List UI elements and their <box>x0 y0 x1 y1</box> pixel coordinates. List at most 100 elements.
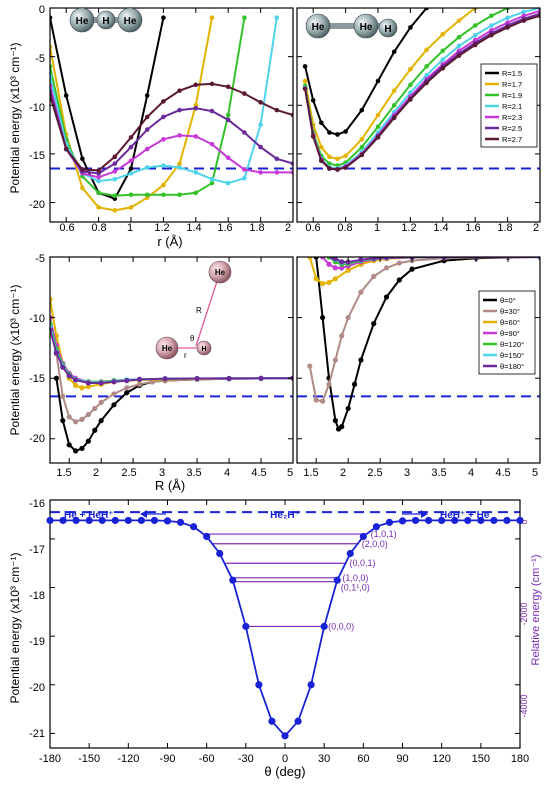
data-point <box>161 114 166 120</box>
panel-a-ytick: -15 <box>29 150 45 162</box>
data-point <box>193 82 199 88</box>
atom-label: He <box>76 16 89 27</box>
panel-e-xtick: -30 <box>238 753 254 765</box>
panel-e-xtick: 180 <box>511 753 529 765</box>
data-point <box>85 516 93 525</box>
data-point <box>98 380 104 386</box>
data-point <box>216 549 224 558</box>
panel-b-xtick: 1.8 <box>497 222 512 234</box>
panel-a-xtick: 1.8 <box>249 222 264 234</box>
data-point <box>111 379 117 385</box>
panel-a-xticks: 0.6 0.8 1 1.2 1.4 1.6 1.8 2 <box>59 222 291 234</box>
data-point <box>319 257 326 260</box>
data-point <box>302 86 308 92</box>
panel-a-xlabel: r (Å) <box>157 234 182 249</box>
panel-b-xtick: 1 <box>374 222 380 234</box>
atom-label: He <box>124 16 137 27</box>
panel-d-xtick: 1.5 <box>303 467 318 479</box>
data-point <box>358 289 364 295</box>
data-point <box>345 314 351 321</box>
data-point <box>358 257 364 263</box>
legend-label: θ=30° <box>500 307 520 316</box>
data-point <box>310 98 316 103</box>
right-arrow-icon <box>402 510 428 518</box>
he-he-h-angle-diagram-icon: He R θ He r H <box>155 260 232 360</box>
data-point <box>371 321 377 327</box>
data-point <box>176 518 185 526</box>
panel-a-xtick: 1.4 <box>186 222 201 234</box>
data-point <box>193 134 199 139</box>
panel-a-yticks: 0 -5 -10 -15 -20 <box>29 4 45 211</box>
legend-label: R=2.5 <box>502 124 522 133</box>
plot-frame <box>49 256 294 464</box>
data-point <box>258 144 263 150</box>
left-arrow-icon <box>140 510 166 518</box>
data-point <box>335 156 340 162</box>
data-point <box>177 107 182 113</box>
data-point <box>371 273 377 279</box>
panel-c-ytick: -15 <box>29 373 45 385</box>
data-point <box>359 152 365 158</box>
legend-label: θ=60° <box>500 318 520 327</box>
data-point <box>79 445 85 452</box>
data-point <box>96 174 101 180</box>
panel-c-ytick: -10 <box>29 313 45 325</box>
data-point <box>319 120 324 126</box>
data-point <box>294 717 302 725</box>
data-point <box>144 93 150 98</box>
data-point <box>150 516 159 525</box>
panel-e-ytick: -21 <box>29 728 45 740</box>
left-asymptote-label: He + HeH⁺ <box>64 510 113 521</box>
panel-e-xtick: -90 <box>160 753 176 765</box>
data-point <box>128 166 134 171</box>
panel-e-ylabel: Potential energy (x10³ cm⁻¹) <box>8 552 22 703</box>
data-point <box>319 144 324 150</box>
data-point <box>163 517 172 525</box>
data-point <box>521 9 527 15</box>
data-point <box>136 381 143 387</box>
data-point <box>359 137 365 142</box>
atom-label: He <box>215 268 226 277</box>
legend-label: θ=150° <box>500 351 524 360</box>
data-point <box>408 90 413 95</box>
data-point <box>477 516 485 525</box>
data-point <box>209 176 215 182</box>
data-point <box>396 277 402 283</box>
data-point <box>124 390 130 396</box>
panel-b-xticks: 0.6 0.8 1 1.2 1.4 1.6 1.8 2 <box>305 222 539 234</box>
data-point <box>307 363 313 369</box>
data-point <box>332 257 338 262</box>
data-point <box>332 276 338 282</box>
data-point <box>411 516 420 525</box>
data-point <box>358 357 364 363</box>
data-point <box>124 516 132 525</box>
panel-e-xtick: 0 <box>282 753 288 765</box>
panel-e-xtick: -180 <box>39 753 61 765</box>
panel-d-xtick: 5 <box>532 467 538 479</box>
legend-label: R=1.9 <box>502 91 522 100</box>
data-point <box>375 78 381 84</box>
data-point <box>320 622 328 631</box>
panel-e: Potential energy (x10³ cm⁻¹) Relative en… <box>8 498 542 779</box>
data-point <box>242 622 250 631</box>
data-point <box>472 32 478 38</box>
data-point <box>339 424 345 430</box>
panel-c-plot <box>49 256 294 464</box>
data-point <box>440 31 446 37</box>
data-point <box>302 78 308 84</box>
data-point <box>124 378 130 384</box>
potential-curve <box>50 519 520 738</box>
legend-label: R=2.3 <box>502 113 522 122</box>
data-point <box>472 23 478 28</box>
panel-b-xtick: 1.6 <box>465 222 480 234</box>
panel-c-xlabel: R (Å) <box>155 478 185 493</box>
data-point <box>281 732 289 740</box>
data-point <box>79 416 85 422</box>
data-point <box>112 161 118 166</box>
panel-c-xtick: 2.5 <box>121 467 136 479</box>
data-point <box>375 135 381 140</box>
panel-e-yticks: -16 -17 -18 -19 -20 -21 <box>29 498 45 740</box>
series-line <box>50 82 293 172</box>
panel-c-ylabel: Potential energy (x10³ cm⁻¹) <box>8 284 22 435</box>
data-point <box>225 117 231 123</box>
